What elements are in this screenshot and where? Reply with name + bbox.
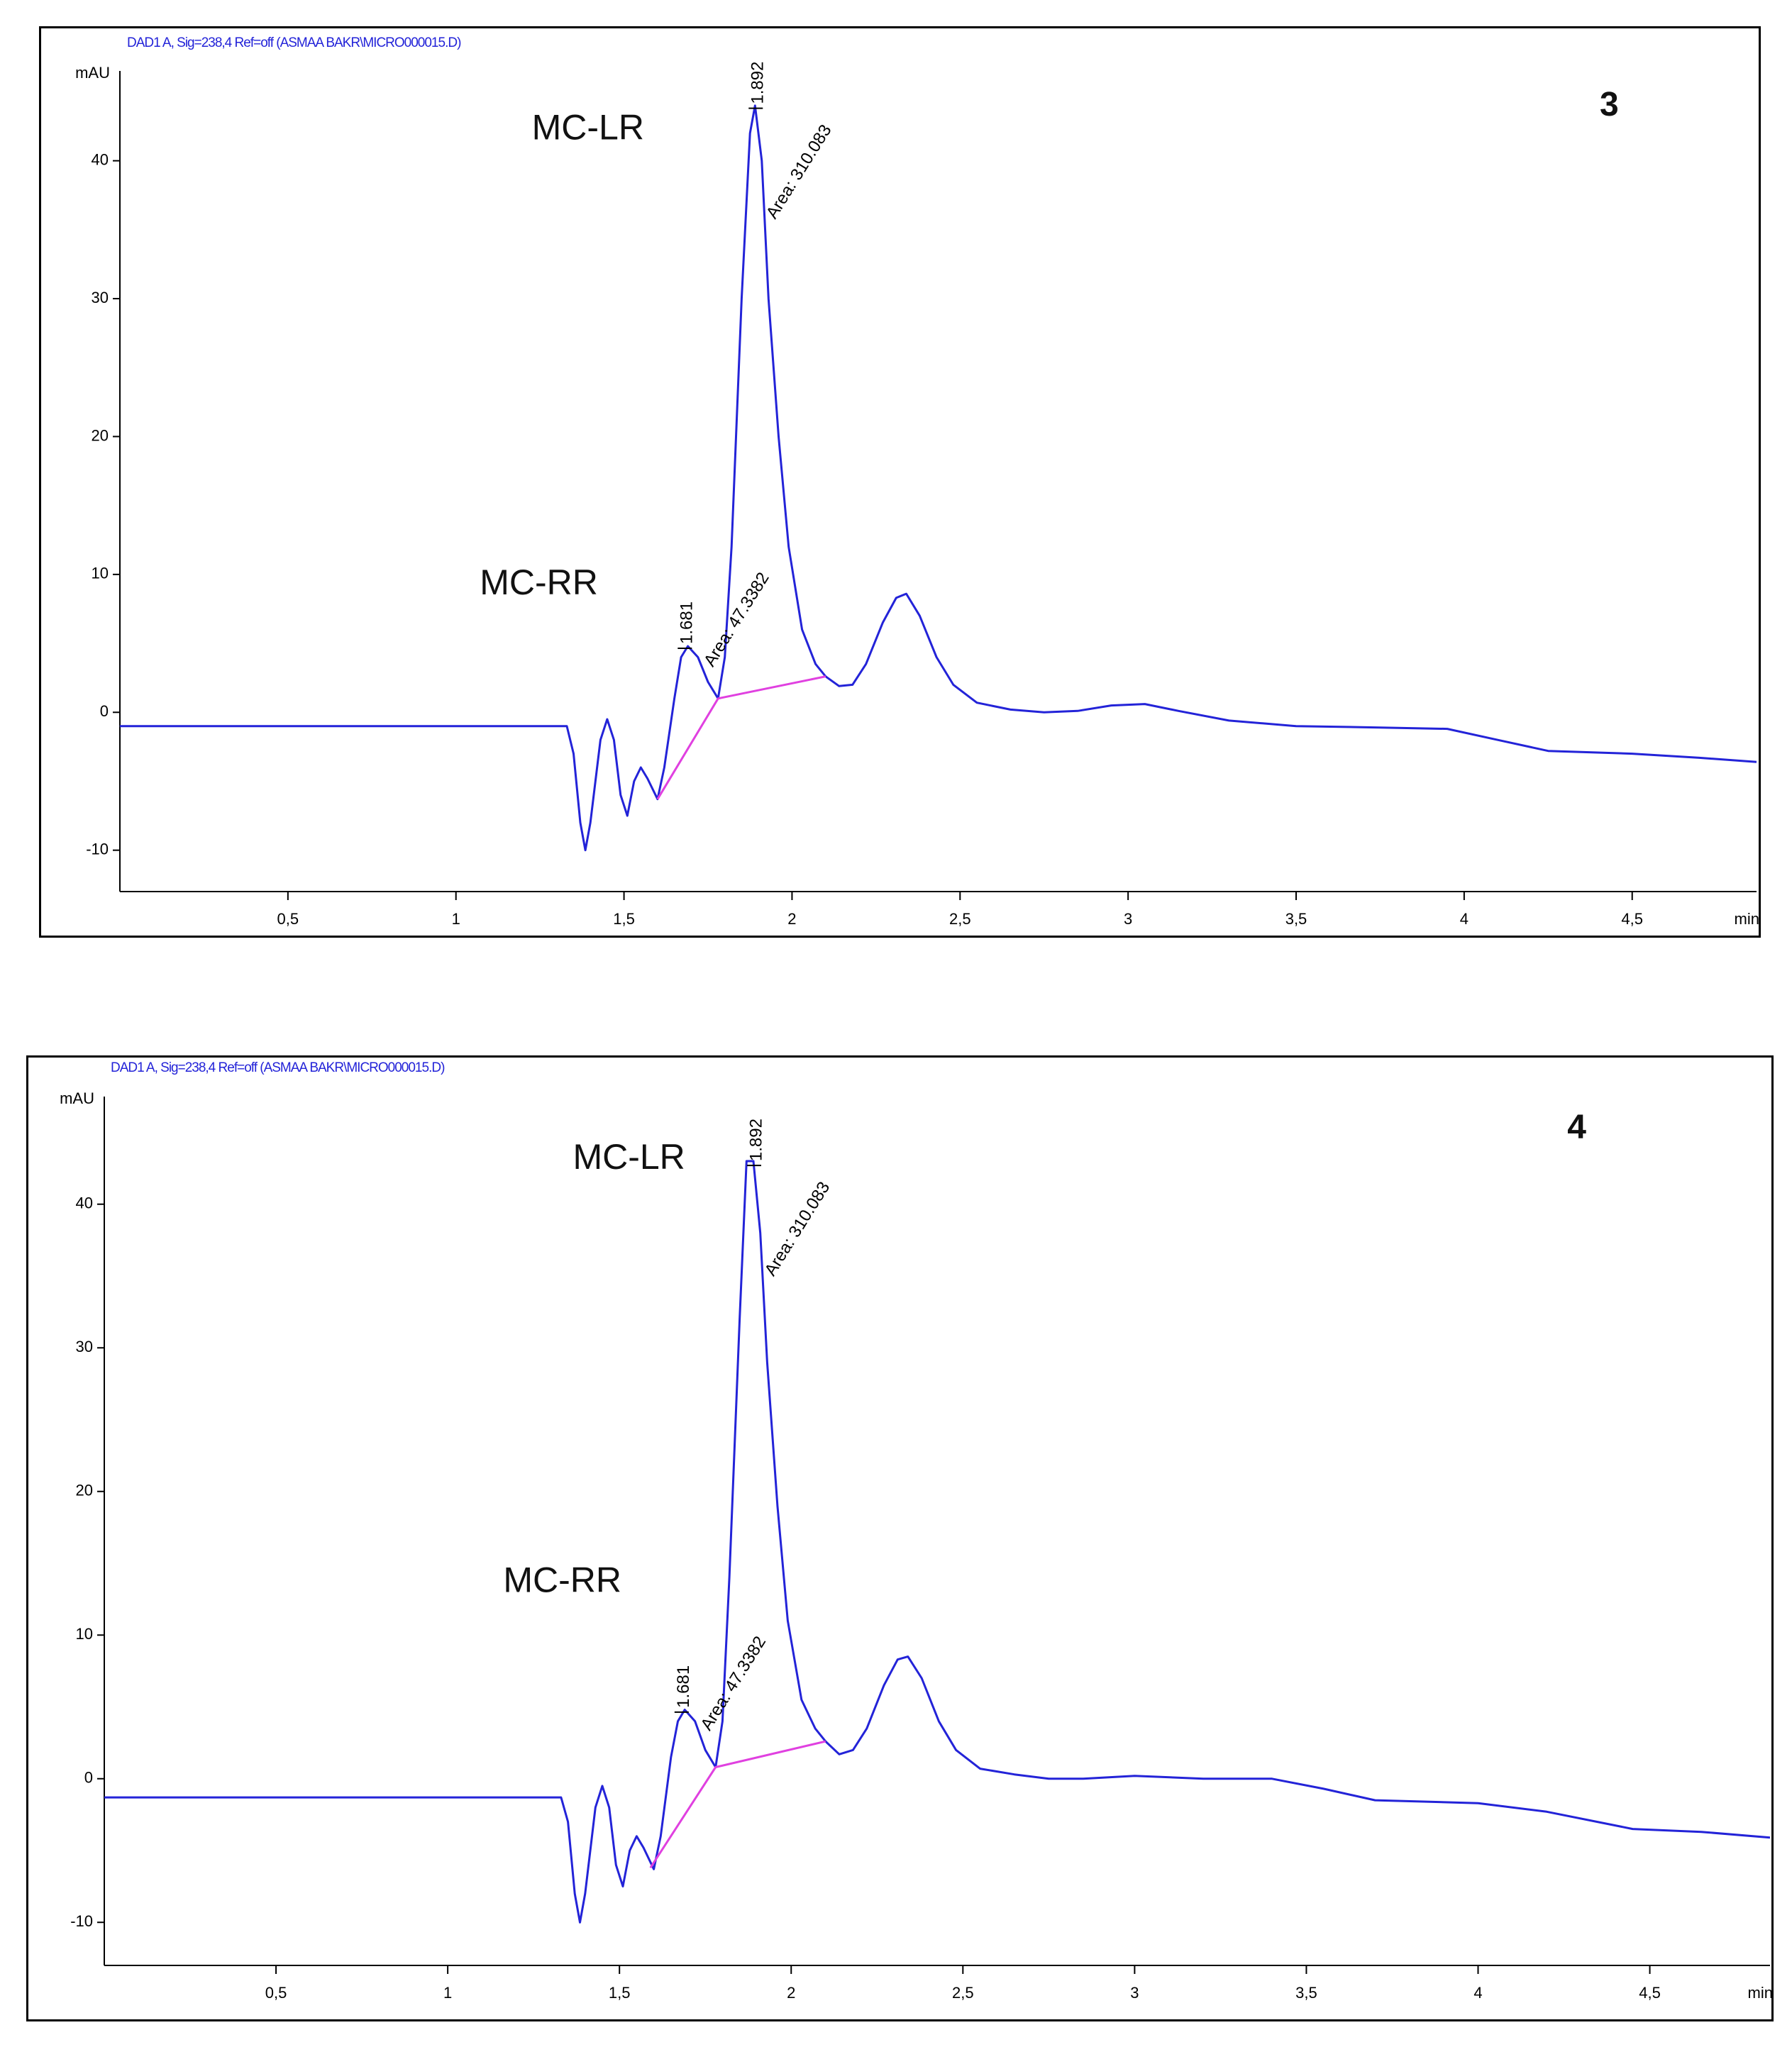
x-tick-label: 3,5 bbox=[1285, 910, 1307, 928]
x-tick-label: 4,5 bbox=[1621, 910, 1643, 928]
y-tick-label: 10 bbox=[76, 1625, 93, 1643]
peak-area: Area: 310.083 bbox=[763, 121, 836, 222]
x-tick-label: 1,5 bbox=[613, 910, 635, 928]
x-tick-label: 1 bbox=[443, 1984, 452, 2002]
trace-line bbox=[120, 104, 1757, 852]
y-axis-label: mAU bbox=[60, 1089, 94, 1107]
peak-area: Area: 47.3382 bbox=[697, 1633, 770, 1733]
x-tick-label: 2,5 bbox=[949, 910, 971, 928]
y-tick-label: 20 bbox=[92, 426, 109, 444]
compound-label: MC-LR bbox=[532, 108, 644, 148]
header: DAD1 A, Sig=238,4 Ref=off (ASMAA BAKR\MI… bbox=[111, 1060, 445, 1075]
panel-number: 4 bbox=[1567, 1109, 1586, 1146]
x-tick-label: 3,5 bbox=[1295, 1984, 1317, 2002]
y-tick-label: 30 bbox=[76, 1338, 93, 1355]
compound-label: MC-RR bbox=[503, 1560, 621, 1600]
retention-time: 1.892 bbox=[746, 1119, 765, 1161]
x-axis-label: min bbox=[1748, 1984, 1773, 2002]
x-axis-label: min bbox=[1735, 910, 1759, 928]
x-tick-label: 3 bbox=[1124, 910, 1132, 928]
peak-area: Area: 310.083 bbox=[761, 1178, 834, 1279]
x-tick-label: 2 bbox=[787, 1984, 795, 2002]
y-tick-label: 30 bbox=[92, 289, 109, 306]
chromatogram: DAD1 A, Sig=238,4 Ref=off (ASMAA BAKR\MI… bbox=[26, 1055, 1774, 2021]
x-tick-label: 2,5 bbox=[952, 1984, 974, 2002]
chromatogram: DAD1 A, Sig=238,4 Ref=off (ASMAA BAKR\MI… bbox=[39, 26, 1761, 938]
x-tick-label: 2 bbox=[787, 910, 796, 928]
x-tick-label: 0,5 bbox=[265, 1984, 287, 2002]
header: DAD1 A, Sig=238,4 Ref=off (ASMAA BAKR\MI… bbox=[127, 35, 461, 50]
y-tick-label: 40 bbox=[92, 150, 109, 168]
y-tick-label: 0 bbox=[84, 1769, 93, 1787]
x-tick-label: 1,5 bbox=[609, 1984, 631, 2002]
compound-label: MC-LR bbox=[573, 1137, 685, 1177]
retention-time: 1.892 bbox=[748, 62, 768, 104]
y-tick-label: 0 bbox=[100, 702, 109, 720]
compound-label: MC-RR bbox=[480, 562, 598, 602]
y-tick-label: 20 bbox=[76, 1482, 93, 1499]
baseline-line bbox=[649, 1740, 826, 1869]
panel-number: 3 bbox=[1600, 86, 1619, 123]
baseline-line bbox=[656, 675, 826, 800]
x-tick-label: 4 bbox=[1460, 910, 1469, 928]
peak-area: Area: 47.3382 bbox=[700, 569, 773, 670]
retention-time: 1.681 bbox=[674, 1665, 693, 1708]
y-axis-label: mAU bbox=[75, 64, 110, 82]
y-tick-label: 40 bbox=[76, 1194, 93, 1212]
x-tick-label: 0,5 bbox=[277, 910, 299, 928]
retention-time: 1.681 bbox=[677, 601, 697, 644]
frame bbox=[26, 1055, 1774, 2021]
frame bbox=[39, 26, 1761, 938]
trace-line bbox=[104, 1160, 1771, 1924]
y-tick-label: -10 bbox=[70, 1912, 93, 1930]
x-tick-label: 4 bbox=[1473, 1984, 1482, 2002]
y-tick-label: -10 bbox=[86, 840, 109, 858]
x-tick-label: 1 bbox=[452, 910, 460, 928]
y-tick-label: 10 bbox=[92, 565, 109, 582]
x-tick-label: 3 bbox=[1130, 1984, 1139, 2002]
x-tick-label: 4,5 bbox=[1639, 1984, 1661, 2002]
